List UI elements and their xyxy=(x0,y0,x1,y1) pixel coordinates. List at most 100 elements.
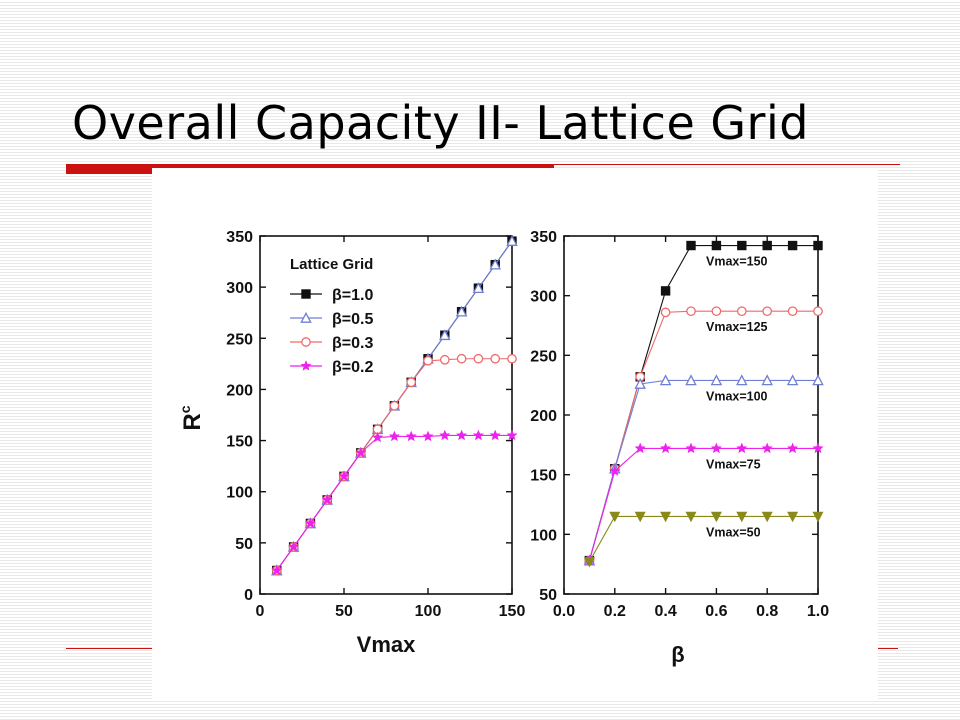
data-point xyxy=(389,400,400,411)
y-tick-label: 200 xyxy=(226,382,253,399)
data-point xyxy=(660,511,672,523)
data-point xyxy=(439,354,450,365)
data-point xyxy=(634,377,646,389)
data-point xyxy=(490,353,501,364)
x-tick-label: 0.2 xyxy=(604,603,626,620)
data-point xyxy=(685,511,697,523)
series-line xyxy=(588,447,818,561)
data-point xyxy=(288,541,300,552)
legend-marker xyxy=(300,360,312,371)
data-point xyxy=(355,447,367,458)
x-tick-label: 0 xyxy=(256,603,265,620)
data-point xyxy=(271,564,283,576)
data-point xyxy=(787,511,799,523)
data-point xyxy=(813,240,823,251)
legend-label: β=1.0 xyxy=(332,287,373,304)
series-inline-label: Vmax=150 xyxy=(706,255,768,269)
data-point xyxy=(439,429,451,441)
data-point xyxy=(736,511,748,523)
series-vmax-75 xyxy=(583,442,824,566)
y-axis-label: Rc xyxy=(177,405,206,430)
data-point xyxy=(787,442,799,454)
data-point xyxy=(634,511,646,523)
data-point xyxy=(439,329,451,341)
data-point xyxy=(472,429,484,441)
data-point xyxy=(761,374,773,386)
y-tick-label: 250 xyxy=(226,331,253,348)
data-point xyxy=(787,240,798,251)
series-line xyxy=(276,434,512,571)
data-point xyxy=(660,442,672,454)
data-point xyxy=(506,235,518,246)
y-tick-label: 100 xyxy=(530,527,557,544)
series-inline-label: Vmax=50 xyxy=(706,525,761,539)
data-point xyxy=(422,430,434,442)
data-point xyxy=(473,353,484,364)
series-line xyxy=(276,358,512,571)
slide-title: Overall Capacity II- Lattice Grid xyxy=(72,96,809,150)
data-point xyxy=(736,374,748,386)
series-vmax-100 xyxy=(583,374,824,566)
data-point xyxy=(507,353,517,364)
series-line xyxy=(588,379,818,561)
legend-entry: β=0.3 xyxy=(290,335,373,352)
data-point xyxy=(338,470,350,482)
data-point xyxy=(456,353,467,364)
data-point xyxy=(456,429,468,441)
data-point xyxy=(489,258,501,270)
legend-title: Lattice Grid xyxy=(290,256,373,273)
data-point xyxy=(405,430,417,442)
data-point xyxy=(686,240,696,251)
data-point xyxy=(762,306,773,317)
legend-label: β=0.2 xyxy=(332,359,373,376)
y-tick-label: 350 xyxy=(226,229,253,246)
series-inline-label: Vmax=125 xyxy=(706,320,768,334)
data-point xyxy=(659,374,672,386)
figure-svg: 0 50 100 150 200 250 300 350 0 50 100 150 Vmax Rc Latt… xyxy=(177,229,829,667)
series-vmax-50 xyxy=(583,511,824,568)
data-point xyxy=(736,306,747,317)
series-inline-label: Vmax=75 xyxy=(706,457,761,471)
chart-vmax-panel: 0 50 100 150 200 250 300 350 0 50 100 150 Vmax Rc Latt… xyxy=(177,229,525,657)
y-tick-label: 50 xyxy=(235,536,253,553)
x-tick-label: 0.8 xyxy=(756,603,778,620)
legend-entry: β=0.5 xyxy=(290,311,373,328)
x-tick-label: 1.0 xyxy=(807,603,829,620)
data-point xyxy=(685,374,697,386)
data-point xyxy=(455,305,468,317)
data-point xyxy=(736,442,748,454)
data-point xyxy=(406,377,417,388)
y-tick-label: 150 xyxy=(226,434,253,451)
data-point xyxy=(813,306,823,317)
data-point xyxy=(304,517,316,529)
data-point xyxy=(812,511,824,523)
data-point xyxy=(761,442,773,454)
data-point xyxy=(388,430,400,442)
data-point xyxy=(321,494,333,505)
data-point xyxy=(711,240,722,251)
x-axis-label: Vmax xyxy=(357,632,416,657)
legend-marker xyxy=(301,337,311,347)
series-inline-label: Vmax=100 xyxy=(706,389,768,403)
data-point xyxy=(761,511,773,523)
data-point xyxy=(710,374,723,386)
plot-frame xyxy=(259,235,513,595)
data-point xyxy=(423,355,433,366)
data-point xyxy=(489,429,501,441)
series-vmax-125 xyxy=(584,306,823,566)
data-point xyxy=(786,374,799,386)
series-line xyxy=(588,245,818,561)
data-point xyxy=(685,442,697,454)
data-point xyxy=(686,306,696,317)
title-underline xyxy=(66,164,900,165)
y-tick-label: 200 xyxy=(530,408,557,425)
data-point xyxy=(737,240,747,251)
data-point xyxy=(660,307,671,318)
x-tick-label: 0.6 xyxy=(705,603,727,620)
plot-frame xyxy=(563,235,819,595)
footer-rule-right xyxy=(876,648,898,649)
y-tick-label: 350 xyxy=(530,229,557,246)
y-tick-label: 250 xyxy=(530,348,557,365)
chart-beta-panel: 50 100 150 200 250 300 350 0.0 0.2 0.4 0.6 0.8 1.0 β V… xyxy=(530,229,829,667)
y-tick-label: 50 xyxy=(539,587,557,604)
